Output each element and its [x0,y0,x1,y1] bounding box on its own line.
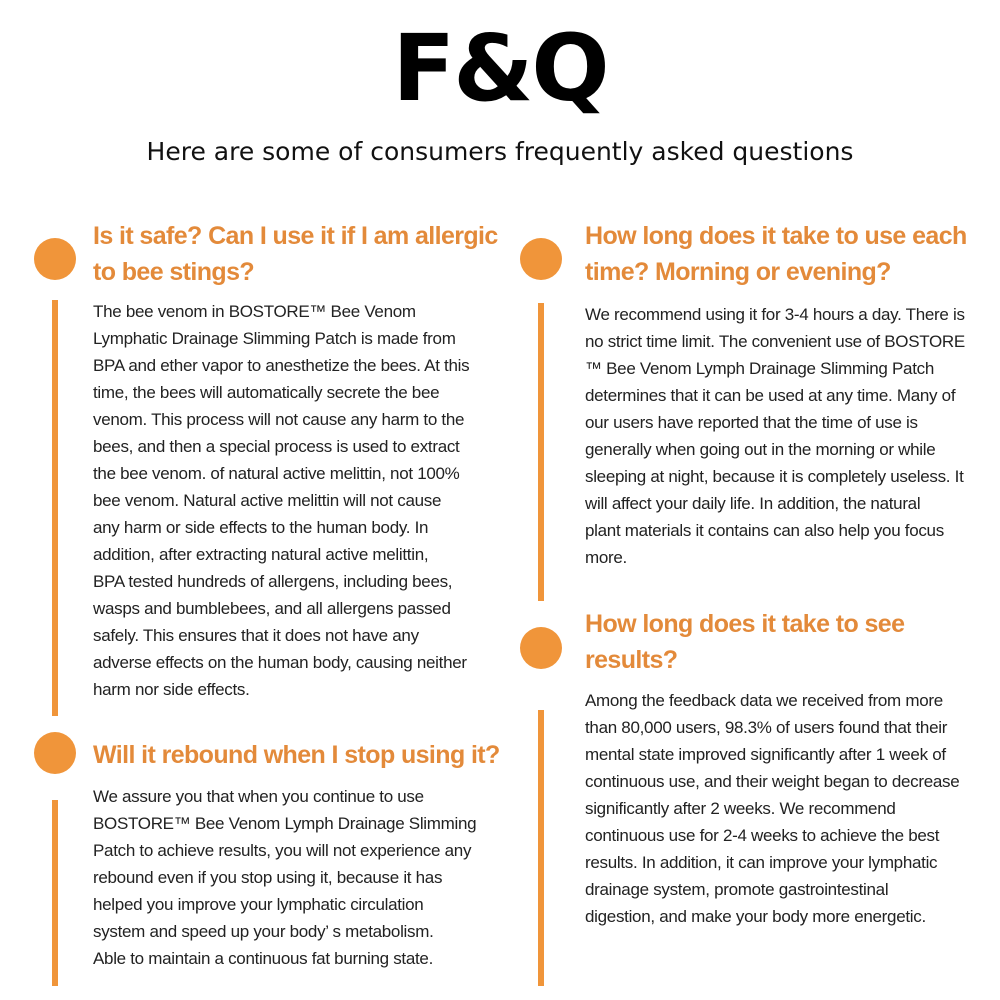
answer-line: The bee venom in BOSTORE™ Bee Venom [93,302,416,321]
answer-line: significantly after 2 weeks. We recommen… [585,799,896,818]
page-title: F&Q [392,15,609,122]
answer-line: harm nor side effects. [93,680,250,699]
faq-answer: We recommend using it for 3-4 hours a da… [585,301,965,571]
question-line: How long does it take to see [585,610,905,638]
answer-line: system and speed up your body’ s metabol… [93,922,434,941]
faq-question: Will it rebound when I stop using it? [93,737,500,773]
bullet-circle-icon [520,238,562,280]
answer-line: mental state improved significantly afte… [585,745,946,764]
answer-line: continuous use for 2-4 weeks to achieve … [585,826,940,845]
answer-line: wasps and bumblebees, and all allergens … [93,599,451,618]
accent-bar [52,300,58,716]
answer-line: Among the feedback data we received from… [585,691,943,710]
page-subtitle: Here are some of consumers frequently as… [146,137,854,166]
accent-bar [538,303,544,601]
answer-line: continuous use, and their weight began t… [585,772,960,791]
answer-line: BOSTORE™ Bee Venom Lymph Drainage Slimmi… [93,814,477,833]
answer-line: more. [585,548,627,567]
accent-bar [538,710,544,986]
answer-line: plant materials it contains can also hel… [585,521,944,540]
answer-line: BPA tested hundreds of allergens, includ… [93,572,453,591]
answer-line: helped you improve your lymphatic circul… [93,895,424,914]
accent-bar [52,800,58,986]
question-line: Is it safe? Can I use it if I am allergi… [93,222,498,250]
answer-line: will affect your daily life. In addition… [585,494,921,513]
question-line: Will it rebound when I stop using it? [93,741,500,769]
answer-line: digestion, and make your body more energ… [585,907,926,926]
faq-question: Is it safe? Can I use it if I am allergi… [93,218,498,290]
answer-line: rebound even if you stop using it, becau… [93,868,443,887]
faq-answer: The bee venom in BOSTORE™ Bee Venom Lymph… [93,298,470,703]
answer-line: drainage system, promote gastrointestina… [585,880,889,899]
answer-line: our users have reported that the time of… [585,413,918,432]
answer-line: than 80,000 users, 98.3% of users found … [585,718,948,737]
faq-answer: Among the feedback data we received from… [585,687,960,930]
faq-answer: We assure you that when you continue to … [93,783,477,972]
answer-line: the bee venom. of natural active melitti… [93,464,460,483]
answer-line: BPA and ether vapor to anesthetize the b… [93,356,470,375]
faq-question: How long does it take to use each time? M… [585,218,967,290]
answer-line: Lymphatic Drainage Slimming Patch is mad… [93,329,456,348]
answer-line: Patch to achieve results, you will not e… [93,841,472,860]
answer-line: bee venom. Natural active melittin will … [93,491,442,510]
answer-line: addition, after extracting natural activ… [93,545,429,564]
answer-line: generally when going out in the morning … [585,440,936,459]
answer-line: no strict time limit. The convenient use… [585,332,965,351]
question-line: results? [585,646,678,674]
answer-line: Able to maintain a continuous fat burnin… [93,949,433,968]
bullet-circle-icon [520,627,562,669]
answer-line: venom. This process will not cause any h… [93,410,465,429]
answer-line: bees, and then a special process is used… [93,437,460,456]
answer-line: determines that it can be used at any ti… [585,386,956,405]
answer-line: any harm or side effects to the human bo… [93,518,429,537]
answer-line: sleeping at night, because it is complet… [585,467,964,486]
answer-line: results. In addition, it can improve you… [585,853,938,872]
question-line: to bee stings? [93,258,255,286]
bullet-circle-icon [34,238,76,280]
question-line: How long does it take to use each [585,222,967,250]
answer-line: adverse effects on the human body, causi… [93,653,467,672]
question-line: time? Morning or evening? [585,258,891,286]
faq-question: How long does it take to see results? [585,606,905,678]
answer-line: We assure you that when you continue to … [93,787,424,806]
answer-line: safely. This ensures that it does not ha… [93,626,419,645]
answer-line: We recommend using it for 3-4 hours a da… [585,305,965,324]
answer-line: time, the bees will automatically secret… [93,383,440,402]
answer-line: ™ Bee Venom Lymph Drainage Slimming Patc… [585,359,934,378]
bullet-circle-icon [34,732,76,774]
